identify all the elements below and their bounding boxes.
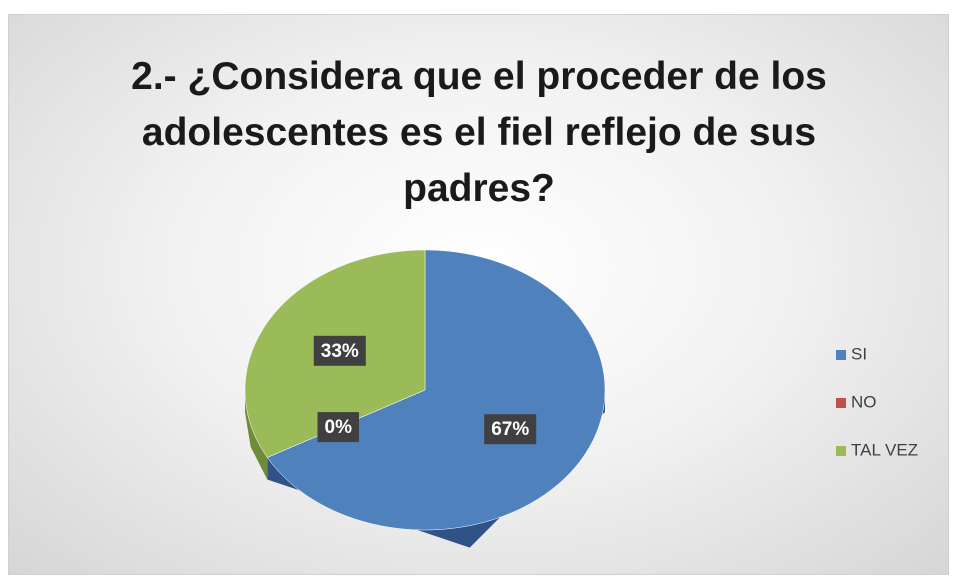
data-label-box bbox=[317, 412, 359, 443]
data-label: 67% bbox=[484, 414, 537, 445]
data-label: 33% bbox=[313, 335, 366, 366]
data-label-text: 0% bbox=[325, 417, 353, 438]
chart-title: 2.- ¿Considera que el proceder de los ad… bbox=[131, 55, 827, 210]
data-label-text: 67% bbox=[491, 419, 529, 440]
data-label-text: 33% bbox=[321, 341, 359, 362]
legend-swatch bbox=[836, 350, 846, 360]
legend-label: TAL VEZ bbox=[851, 440, 918, 459]
data-label: 0% bbox=[317, 412, 359, 443]
legend-swatch bbox=[836, 446, 846, 456]
data-label-box bbox=[484, 414, 537, 445]
legend-swatch bbox=[836, 398, 846, 408]
legend-label: SI bbox=[851, 344, 867, 363]
legend-label: NO bbox=[851, 392, 877, 411]
slice-side bbox=[245, 390, 268, 480]
data-label-box bbox=[313, 335, 366, 366]
slice bbox=[266, 249, 606, 531]
